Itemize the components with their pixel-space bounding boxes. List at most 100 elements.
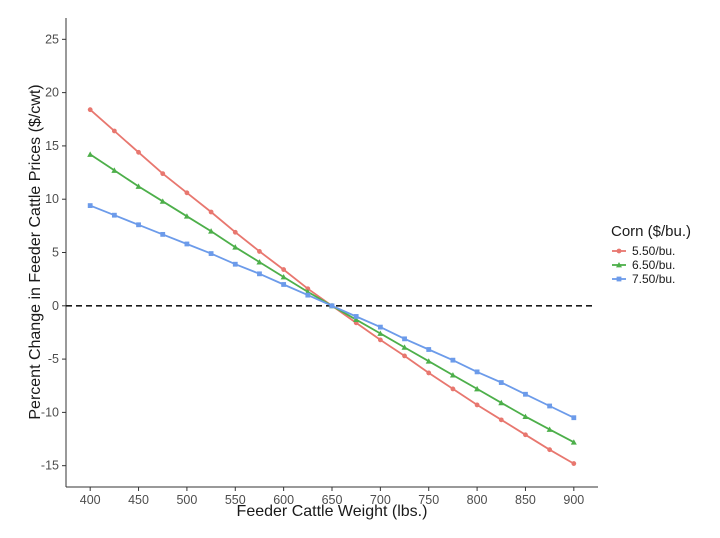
series-square [87,203,577,421]
data-point [183,213,190,219]
data-point [377,337,383,343]
data-point [402,353,407,359]
data-point [616,262,622,268]
legend-item: 5.50/bu. [612,244,675,258]
data-point [570,439,577,445]
x-tick-label: 500 [176,493,197,507]
data-point [87,107,93,113]
data-point [616,248,622,254]
x-tick-label: 450 [128,493,149,507]
data-point [450,357,456,363]
data-point [111,128,117,134]
legend-label: 7.50/bu. [632,272,675,286]
data-point [353,314,359,319]
data-point [426,370,432,376]
y-tick-label: 5 [52,246,59,260]
data-point [111,167,118,173]
data-point [522,413,529,420]
x-tick-label: 600 [273,493,294,507]
data-point [208,251,214,256]
y-tick-label: 15 [45,139,59,153]
data-point [184,241,190,247]
data-point [401,344,408,350]
data-point [208,209,214,215]
data-point [571,415,577,421]
data-point [449,372,456,378]
data-point [402,336,407,342]
series-line [89,153,575,443]
data-point [208,228,215,234]
x-axis-ticks: 400 450 500 550 600 650 700 750 800 850 900 [80,487,584,507]
y-tick-label: 0 [52,299,59,313]
x-axis-title: Feeder Cattle Weight (lbs.) [237,503,428,520]
y-tick-label: -10 [41,405,59,419]
data-point [523,432,528,438]
data-point [159,198,166,204]
data-point [547,403,553,409]
legend: Corn ($/bu.) 5.50/bu.6.50/bu.7.50/bu. [611,223,691,286]
data-point [474,385,481,392]
y-axis-title: Percent Change in Feeder Cattle Prices (… [27,84,44,419]
x-tick-label: 400 [80,493,101,507]
data-point [377,330,384,336]
legend-item: 7.50/bu. [612,272,675,286]
data-point [184,190,190,196]
data-point [111,212,117,218]
data-point [546,426,553,432]
legend-label: 5.50/bu. [632,244,675,258]
x-tick-label: 800 [467,493,488,507]
data-point [257,271,262,277]
data-point [256,259,263,265]
data-point [232,244,239,250]
data-point [136,149,141,155]
data-point [160,231,166,237]
data-point [135,183,142,189]
data-point [377,324,383,330]
data-point [280,274,287,280]
legend-item: 6.50/bu. [612,258,675,272]
data-point [450,386,456,392]
plot-area [65,18,598,488]
legend-title: Corn ($/bu.) [611,223,691,240]
series-triangle [87,151,577,445]
data-point [232,229,238,235]
data-point [498,380,504,385]
data-point [571,461,577,466]
x-tick-label: 700 [370,493,391,507]
data-point [281,282,287,287]
data-point [87,151,94,157]
data-point [305,286,311,292]
data-point [305,292,311,298]
series-line [89,204,575,419]
x-tick-label: 550 [225,493,246,507]
y-axis-ticks: -15 -10 -5 0 5 10 15 20 25 [41,32,66,473]
series-line [89,109,575,465]
data-point [87,203,93,208]
y-tick-label: 10 [45,192,59,206]
y-tick-label: -15 [41,459,59,473]
data-point [257,249,262,254]
data-point [232,261,238,267]
data-point [498,399,505,406]
y-tick-label: 25 [45,32,59,46]
x-tick-label: 900 [563,493,584,507]
data-point [136,222,141,228]
data-point [329,303,335,309]
x-tick-label: 850 [515,493,536,507]
data-point [474,402,480,408]
data-point [616,276,622,282]
data-point [498,417,504,423]
data-point [160,171,166,177]
data-point [425,358,432,364]
x-tick-label: 650 [322,493,343,507]
data-point [547,447,553,453]
y-tick-label: -5 [48,352,59,366]
legend-label: 6.50/bu. [632,258,675,272]
data-point [474,369,480,375]
data-point [523,391,528,397]
data-point [353,316,360,323]
x-tick-label: 750 [418,493,439,507]
data-point [281,267,287,272]
y-tick-label: 20 [45,86,59,100]
